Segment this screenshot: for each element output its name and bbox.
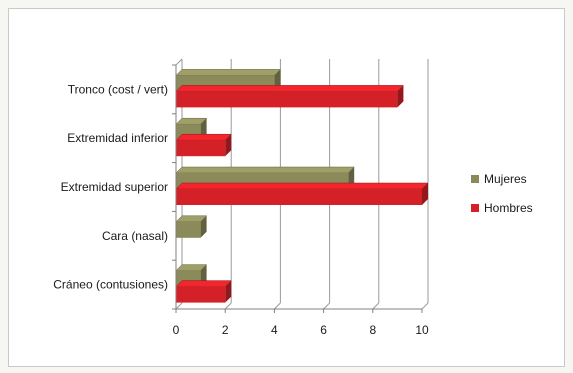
x-tick-label: 8 <box>369 323 376 337</box>
bar-side-face <box>397 85 404 108</box>
gridline-floor <box>274 302 281 310</box>
category-label: Extremidad superior <box>61 180 168 194</box>
legend-label-mujeres: Mujeres <box>484 172 527 186</box>
bar-mujeres-1 <box>176 221 201 238</box>
x-tick-label: 10 <box>415 323 429 337</box>
category-label: Cara (nasal) <box>102 229 168 243</box>
category-label: Tronco (cost / vert) <box>68 82 168 96</box>
bar-top-face <box>175 166 355 174</box>
bar-hombres-2 <box>176 189 422 205</box>
gridline-floor <box>323 302 330 310</box>
gridline-floor <box>372 302 380 310</box>
bar-top-face <box>175 85 405 92</box>
legend: Mujeres Hombres <box>471 172 533 215</box>
legend-swatch-hombres <box>471 204 479 212</box>
wall-edge <box>175 58 183 66</box>
gridline-floor <box>421 302 429 310</box>
bar-side-face <box>200 215 207 238</box>
bar-top-face <box>175 69 282 76</box>
bar-side-face <box>225 280 232 303</box>
legend-swatch-mujeres <box>471 175 479 183</box>
bar-side-face <box>225 134 232 157</box>
category-label: Cráneo (contusiones) <box>53 278 168 292</box>
x-tick-label: 6 <box>320 323 327 337</box>
bar-side-face <box>422 183 428 205</box>
bar-hombres-4 <box>176 91 398 108</box>
x-tick-label: 2 <box>222 323 229 337</box>
gridline-floor <box>175 302 183 310</box>
bar-chart: Cráneo (contusiones) Cara (nasal) Extremid… <box>53 58 533 337</box>
bar-top-face <box>175 280 232 287</box>
axes: Cráneo (contusiones) Cara (nasal) Extremid… <box>53 64 429 337</box>
bars <box>175 69 429 303</box>
legend-label-hombres: Hombres <box>484 201 533 215</box>
bar-top-face <box>175 133 232 141</box>
category-label: Extremidad inferior <box>67 131 168 145</box>
bar-hombres-3 <box>176 140 226 157</box>
chart-frame: Cráneo (contusiones) Cara (nasal) Extremid… <box>8 8 565 367</box>
x-tick-label: 4 <box>271 323 278 337</box>
bar-top-face <box>175 182 429 190</box>
bar-hombres-0 <box>176 286 226 303</box>
gridline-floor <box>224 302 232 310</box>
x-tick-label: 0 <box>173 323 180 337</box>
